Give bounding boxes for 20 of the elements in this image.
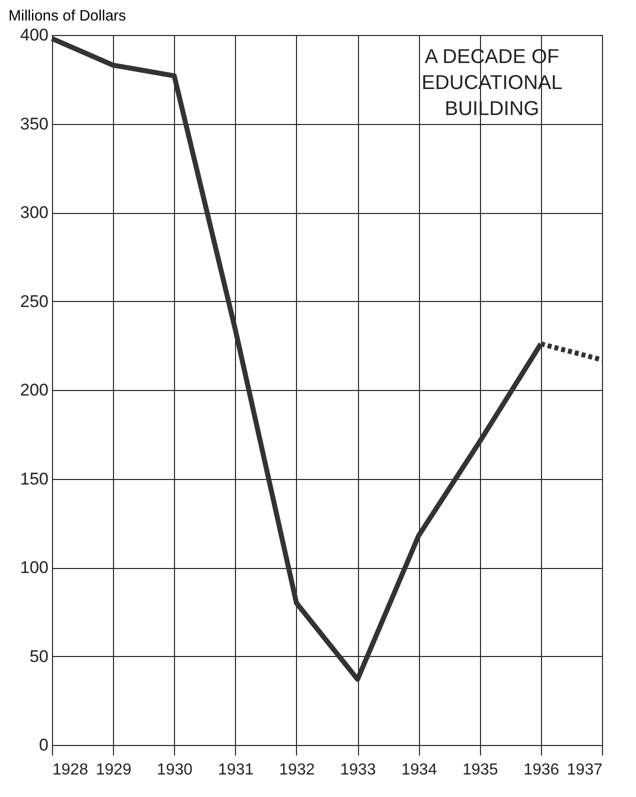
x-tick-label: 1935 (462, 762, 498, 778)
x-tick-label: 1937 (566, 762, 603, 778)
y-tick-label: 400 (20, 26, 48, 44)
y-tick-label: 100 (20, 558, 48, 577)
y-tick-label: 50 (30, 646, 48, 666)
x-tick-label: 1929 (96, 762, 132, 778)
y-axis-title: Millions of Dollars (8, 8, 126, 24)
y-tick-label: 350 (20, 114, 48, 134)
y-tick-label: 250 (20, 292, 48, 311)
x-tick-label: 1928 (52, 762, 88, 778)
y-tick-label: 150 (20, 469, 48, 488)
x-tick-label: 1936 (524, 762, 560, 778)
x-tick-label: 1931 (218, 762, 254, 778)
x-tick-label: 1930 (156, 762, 193, 778)
y-tick-label: 300 (20, 203, 48, 222)
x-tick-label: 1934 (401, 762, 438, 778)
x-tick-label: 1932 (279, 762, 315, 778)
y-tick-label: 0 (39, 736, 48, 754)
y-tick-label: 200 (20, 380, 48, 400)
x-tick-label: 1933 (340, 762, 376, 778)
